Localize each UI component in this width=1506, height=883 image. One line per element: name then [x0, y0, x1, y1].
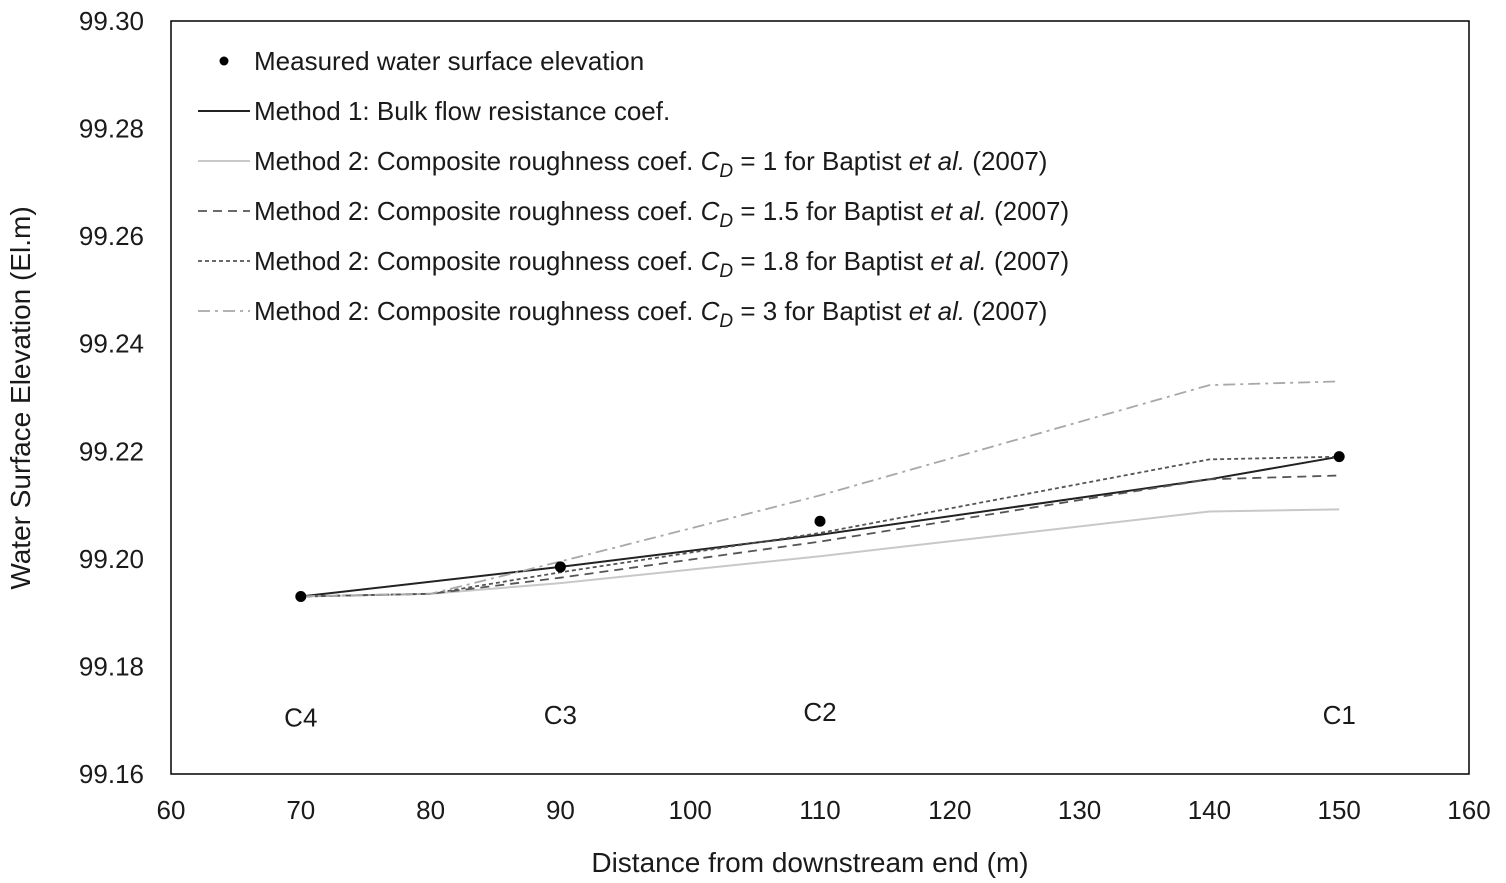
y-tick-label: 99.26 [79, 221, 144, 251]
x-tick-label: 130 [1058, 795, 1101, 825]
legend-label-3: Method 2: Composite roughness coef. CD =… [254, 196, 1069, 232]
legend-label-1: Method 1: Bulk flow resistance coef. [254, 96, 670, 126]
y-tick-label: 99.16 [79, 759, 144, 789]
legend: Measured water surface elevation Method 1… [198, 46, 1069, 332]
x-tick-label: 60 [157, 795, 186, 825]
legend-label-5: Method 2: Composite roughness coef. CD =… [254, 296, 1047, 332]
y-tick-label: 99.22 [79, 436, 144, 466]
x-tick-label: 140 [1188, 795, 1231, 825]
y-axis-ticks: 99.16 99.18 99.20 99.22 99.24 99.26 99.28 99.30 [79, 6, 144, 789]
x-tick-label: 110 [799, 795, 840, 825]
y-tick-label: 99.30 [79, 6, 144, 36]
y-tick-label: 99.20 [79, 544, 144, 574]
y-axis-title: Water Surface Elevation (El.m) [5, 206, 36, 589]
series-line-1 [300, 455, 1340, 598]
x-axis-title: Distance from downstream end (m) [591, 847, 1028, 878]
series-lines [300, 380, 1340, 598]
y-tick-label: 99.24 [79, 329, 144, 359]
measured-points [295, 451, 1345, 603]
measured-point [554, 561, 566, 573]
legend-label-4: Method 2: Composite roughness coef. CD =… [254, 246, 1069, 282]
station-label: C1 [1323, 700, 1356, 730]
station-label: C2 [803, 697, 836, 727]
x-axis-ticks: 60 70 80 90 100 110 120 130 140 150 160 [157, 795, 1491, 825]
measured-point [1333, 451, 1345, 463]
measured-point [295, 591, 307, 603]
measured-point [814, 515, 826, 527]
x-tick-label: 160 [1447, 795, 1490, 825]
legend-marker-measured [219, 56, 229, 66]
station-labels: C4 C3 C2 C1 [284, 697, 1356, 732]
station-label: C4 [284, 703, 317, 733]
x-tick-label: 100 [669, 795, 712, 825]
legend-label-2: Method 2: Composite roughness coef. CD =… [254, 146, 1047, 182]
station-label: C3 [544, 700, 577, 730]
x-tick-label: 90 [546, 795, 575, 825]
series-line-5 [300, 380, 1340, 598]
y-tick-label: 99.18 [79, 651, 144, 681]
x-tick-label: 150 [1318, 795, 1361, 825]
x-tick-label: 120 [928, 795, 971, 825]
plot-area [170, 20, 1470, 775]
x-tick-label: 70 [286, 795, 315, 825]
legend-label-measured: Measured water surface elevation [254, 46, 644, 76]
x-tick-label: 80 [416, 795, 445, 825]
y-tick-label: 99.28 [79, 114, 144, 144]
